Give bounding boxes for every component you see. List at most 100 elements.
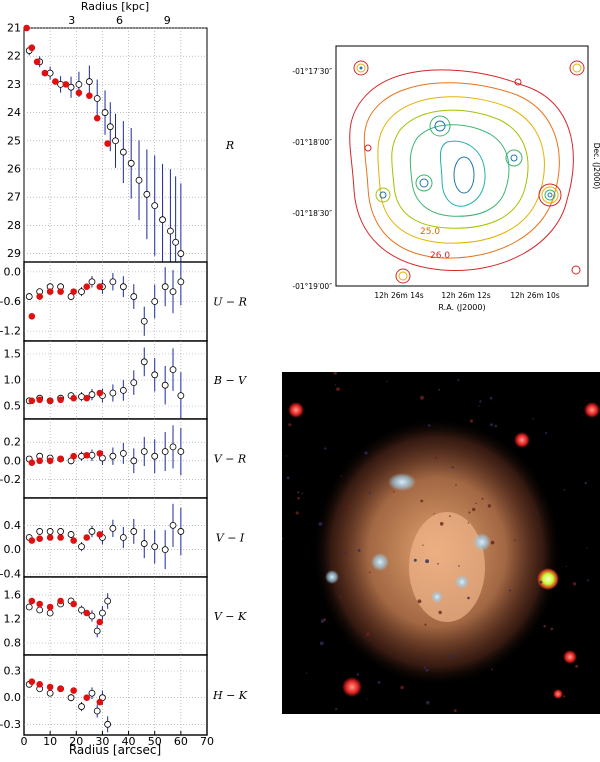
contour-label-25: 25.0 [420,227,440,237]
open-data-point [93,95,101,102]
open-data-point [119,386,127,394]
background-speck [550,627,554,631]
filled-data-point [46,457,54,465]
filled-data-point [36,457,43,465]
background-speck [586,579,589,582]
contour-star-top-right [569,60,585,76]
filled-data-point [57,597,64,605]
open-data-point [169,366,177,374]
filled-data-point [23,24,30,32]
y-tick-label: 1.6 [4,589,22,602]
background-speck [467,596,470,600]
filled-data-point [104,140,111,147]
panel-frame [23,576,208,656]
open-data-point [140,448,148,455]
background-speck [288,423,292,427]
filled-data-point [36,293,43,300]
background-speck [305,672,308,674]
filled-data-point [28,597,36,605]
background-speck [468,511,471,514]
contour-level-5 [409,124,510,217]
open-data-point [46,689,54,697]
background-speck [475,502,477,505]
background-speck [423,666,427,669]
contour-speck [364,144,372,152]
y-tick-label: 1.5 [4,348,22,361]
background-speck [544,431,548,435]
background-speck [366,632,370,636]
open-data-point [67,83,75,91]
y-tick-label: 0.0 [4,265,22,278]
open-data-point [46,528,54,535]
x-tick-label: 0 [21,735,28,748]
open-data-point [161,283,169,291]
foreground-star-red [288,402,304,418]
y-tick-label: 27 [7,191,21,204]
panel-frame [23,654,208,736]
background-speck [427,424,431,427]
x-tick-label: 60 [174,735,188,748]
filled-data-point [83,394,91,402]
filled-data-point [46,534,54,541]
filled-data-point [75,89,83,97]
x-tick-label: 30 [95,735,109,748]
top-tick-label: 3 [68,14,75,27]
filled-data-point [28,537,36,544]
open-data-point [67,694,75,702]
background-speck [572,582,577,586]
foreground-star-red [584,402,600,418]
open-data-point [130,528,138,535]
background-speck [565,565,567,568]
filled-data-point [52,78,59,85]
filled-data-point [46,603,54,611]
open-data-point [151,202,159,210]
y-tick-label: 25 [7,134,21,147]
background-speck [509,589,511,592]
y-tick-label: 29 [7,247,21,260]
open-data-point [151,298,159,305]
filled-data-point [83,609,91,617]
open-data-point [99,609,106,617]
background-speck [539,580,543,584]
background-speck [449,515,451,517]
open-data-point [78,288,85,296]
background-speck [453,709,457,713]
x-tick-label: 40 [122,735,136,748]
filled-data-point [57,288,64,295]
top-tick-label: 9 [164,14,171,27]
filled-data-point [36,600,43,608]
y-tick-label: 28 [7,219,21,232]
contour-core [453,156,475,194]
open-data-point [130,379,138,387]
radial-profile-figure: Radius [kpc] 3 6 9 21 22 23 24 25 26 27 28 29 R 0.0 -… [0,0,248,757]
filled-data-point [62,81,70,88]
open-data-point [119,449,127,457]
y-tick-label: 26 [7,162,21,175]
open-data-point [78,606,85,614]
background-speck [469,419,473,423]
open-data-point [177,278,185,286]
isophote-contours [349,60,585,284]
background-speck [386,380,388,383]
background-speck [563,488,566,491]
background-speck [543,624,546,628]
contour-level-2 [363,82,560,259]
open-data-point [169,521,177,529]
background-speck [323,618,326,621]
background-speck [318,522,323,526]
open-data-point [177,250,185,257]
x-tick-label: 70 [200,735,214,748]
open-data-point [169,443,177,451]
contour-label-26: 26.0 [430,251,450,261]
open-data-point [46,609,54,617]
open-data-point [166,227,174,235]
filled-data-point [46,397,54,405]
filled-data-point [70,394,77,402]
background-speck [494,424,498,428]
galaxy-core [409,512,485,622]
background-speck [451,466,454,469]
open-data-point [78,703,85,710]
top-axis-label: Radius [kpc] [81,0,149,13]
background-speck [286,476,290,480]
star-forming-knot [325,570,339,584]
